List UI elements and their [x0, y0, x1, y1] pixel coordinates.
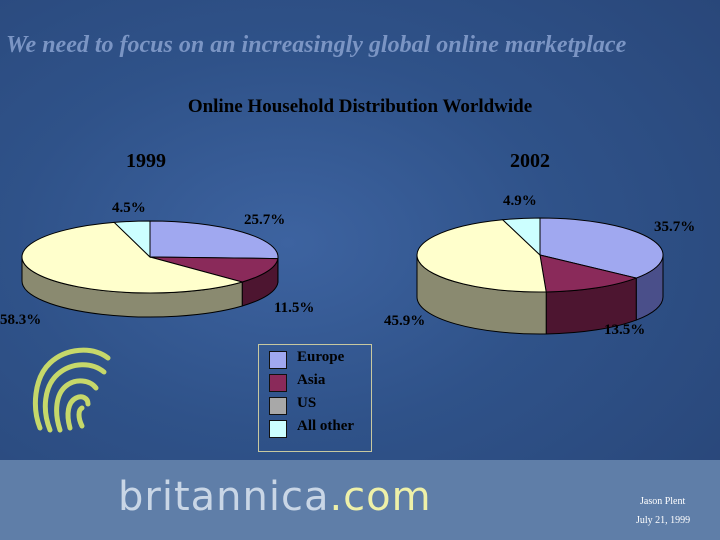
legend-swatch-europe — [269, 351, 287, 369]
chart-title: Online Household Distribution Worldwide — [187, 96, 533, 117]
slide-headline: We need to focus on an increasingly glob… — [6, 32, 627, 58]
pie-2002-asia-label: 13.5% — [604, 322, 646, 338]
pie-2002 — [416, 217, 664, 335]
pie-1999-other-label: 4.5% — [112, 200, 146, 216]
pie-1999 — [21, 220, 279, 318]
fingerprint-logo-icon — [32, 347, 111, 433]
pie-2002-other-label: 4.9% — [503, 193, 537, 209]
pie-2002-year-label: 2002 — [510, 150, 550, 172]
legend-swatch-us — [269, 397, 287, 415]
brand-logo[interactable]: britannica.com — [118, 474, 432, 520]
pie-0-asia-slice — [149, 256, 279, 283]
pie-0-other-slice — [113, 220, 151, 259]
presentation-date: July 21, 1999 — [636, 515, 691, 526]
pie-1-us-slice — [416, 219, 547, 293]
legend-label-asia: Asia — [297, 372, 326, 388]
legend-label-us: US — [297, 395, 317, 411]
pie-2002-us-label: 45.9% — [384, 313, 426, 329]
legend-label-all-other: All other — [297, 418, 355, 434]
pie-1-other-slice — [501, 217, 541, 257]
pie-1999-europe-label: 25.7% — [244, 212, 286, 228]
pie-1999-us-label: 58.3% — [0, 312, 42, 328]
legend-swatch-asia — [269, 374, 287, 392]
pie-0-europe-slice — [149, 220, 279, 260]
pie-1-asia-slice — [539, 254, 638, 293]
pie-1999-asia-label: 11.5% — [274, 300, 315, 316]
legend-label-europe: Europe — [297, 349, 345, 365]
legend-swatch-all-other — [269, 420, 287, 438]
author-name: Jason Plent — [640, 496, 686, 507]
pie-1-europe-slice — [539, 217, 664, 279]
chart-legend: Europe Asia US All other — [258, 344, 372, 452]
pie-1999-year-label: 1999 — [126, 150, 166, 172]
pie-0-us-slice — [21, 221, 245, 294]
footer-bar — [0, 460, 720, 540]
pie-2002-europe-label: 35.7% — [654, 219, 696, 235]
